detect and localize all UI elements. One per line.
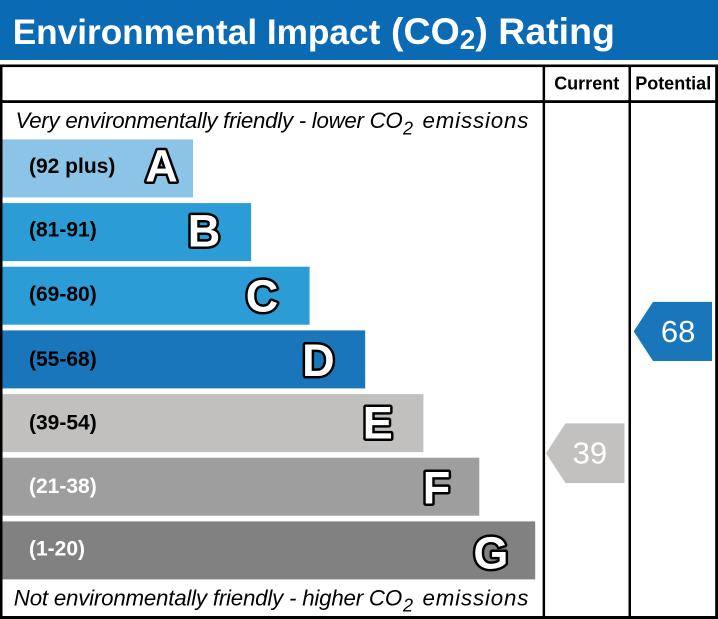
svg-text:(CO2) Rating: (CO2) Rating [391,10,615,55]
svg-text:B: B [188,205,221,256]
svg-text:(21-38): (21-38) [29,475,97,498]
svg-text:A: A [145,141,178,192]
svg-text:2: 2 [402,596,413,616]
svg-text:(1-20): (1-20) [29,538,85,561]
svg-text:F: F [423,463,451,514]
svg-text:68: 68 [661,314,695,349]
svg-text:(81-91): (81-91) [29,219,97,242]
svg-text:Environmental Impact: Environmental Impact [13,13,381,52]
svg-text:(92 plus): (92 plus) [29,155,115,178]
svg-text:2: 2 [402,119,413,139]
svg-text:(39-54): (39-54) [29,411,97,434]
svg-text:emissions: emissions [423,108,530,133]
svg-text:C: C [246,271,279,322]
svg-text:emissions: emissions [423,586,530,611]
svg-text:39: 39 [573,436,607,471]
svg-text:(69-80): (69-80) [29,283,97,306]
svg-text:G: G [473,527,508,578]
svg-text:E: E [363,397,393,448]
svg-text:Current: Current [554,74,619,94]
svg-text:Not environmentally friendly -: Not environmentally friendly - higher CO [14,586,402,611]
svg-text:Potential: Potential [635,74,711,94]
svg-text:Very environmentally friendly: Very environmentally friendly - lower CO [16,108,403,133]
svg-text:D: D [302,335,335,386]
svg-text:(55-68): (55-68) [29,348,97,371]
